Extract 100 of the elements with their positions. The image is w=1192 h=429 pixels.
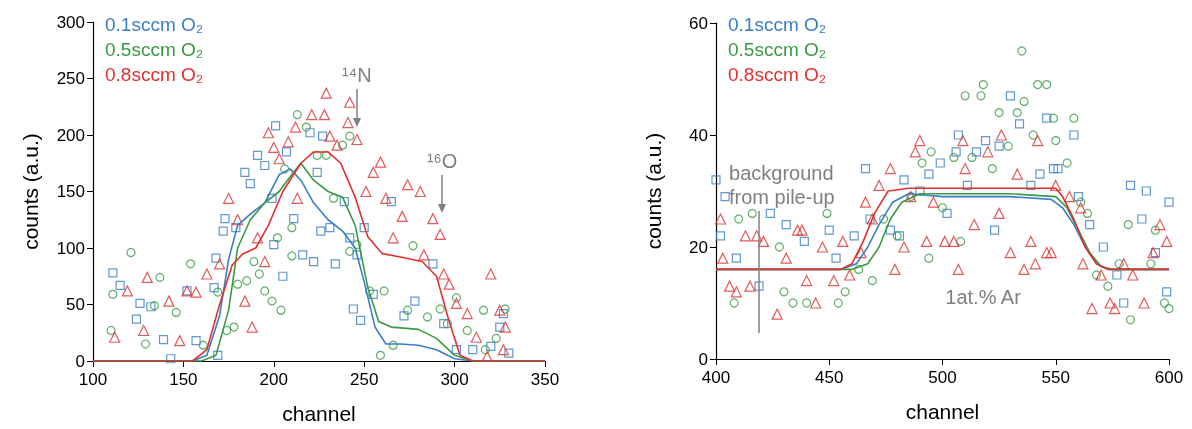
point: [779, 287, 789, 297]
point: [491, 333, 501, 343]
point: [252, 150, 263, 160]
point: [899, 175, 909, 185]
point: [403, 305, 413, 315]
point: [994, 108, 1004, 118]
point: [1164, 197, 1174, 207]
y-tick-label: 0: [75, 351, 85, 371]
point: [470, 331, 482, 343]
point: [259, 255, 271, 268]
point: [312, 167, 322, 177]
point: [367, 166, 379, 178]
point: [854, 264, 864, 274]
point: [121, 285, 133, 297]
point: [833, 298, 843, 308]
point: [734, 214, 744, 224]
point: [478, 305, 489, 315]
point: [1062, 158, 1072, 168]
point: [249, 256, 259, 267]
point: [186, 259, 196, 269]
text: 0.8sccm O₂: [105, 64, 204, 85]
point: [337, 140, 348, 150]
point: [831, 253, 841, 263]
point: [1123, 220, 1133, 230]
point: [443, 278, 455, 290]
point: [268, 141, 280, 154]
point: [158, 334, 169, 345]
point: [305, 128, 315, 138]
point: [1164, 304, 1174, 314]
y-tick-label: 300: [56, 12, 85, 32]
point: [273, 153, 285, 165]
point: [960, 91, 970, 101]
point: [213, 350, 223, 360]
x-tick-label: 350: [530, 370, 560, 389]
point: [108, 289, 118, 299]
point: [418, 249, 430, 261]
x-tick-label: 250: [350, 370, 379, 389]
point: [788, 298, 798, 308]
point: [254, 269, 264, 279]
point: [1146, 259, 1156, 269]
point: [953, 130, 963, 140]
point: [191, 336, 201, 346]
point: [994, 141, 1004, 151]
point: [163, 295, 175, 307]
point: [1035, 169, 1045, 179]
y-tick-label: 100: [56, 238, 85, 258]
point: [451, 293, 462, 303]
x-tick-label: 450: [815, 368, 844, 387]
point: [935, 158, 945, 168]
point: [865, 214, 875, 224]
text: 0.1sccm O₂: [105, 14, 204, 35]
point: [976, 91, 986, 101]
point: [352, 240, 362, 250]
point: [765, 208, 775, 218]
point: [1069, 130, 1079, 140]
point: [498, 308, 509, 319]
point: [1017, 46, 1027, 56]
point: [209, 282, 219, 293]
point: [849, 231, 859, 241]
point: [291, 192, 303, 204]
point: [747, 208, 757, 218]
point: [312, 150, 322, 160]
point: [352, 250, 362, 260]
point: [885, 225, 895, 235]
point: [345, 131, 355, 141]
point: [359, 223, 369, 233]
point: [269, 240, 279, 250]
point: [240, 167, 250, 177]
point: [729, 298, 739, 308]
y-tick-label: 50: [66, 295, 85, 314]
point: [434, 228, 446, 241]
point: [292, 110, 302, 120]
point: [149, 301, 160, 311]
point: [287, 251, 297, 261]
point: [140, 339, 151, 349]
point: [822, 208, 832, 218]
point: [971, 147, 982, 157]
point: [222, 325, 232, 336]
x-tick-label: 100: [78, 370, 108, 389]
point: [1114, 259, 1124, 269]
point: [1162, 287, 1172, 297]
point: [281, 147, 292, 157]
point: [867, 276, 877, 286]
point: [1125, 315, 1136, 325]
point: [401, 179, 414, 191]
point: [308, 256, 319, 267]
point: [990, 225, 1000, 235]
point: [213, 287, 223, 297]
point: [781, 220, 791, 230]
point: [1042, 113, 1052, 123]
point: [325, 223, 335, 233]
point: [339, 197, 349, 207]
point: [306, 109, 318, 121]
point: [246, 321, 258, 333]
point: [1073, 192, 1083, 202]
point: [774, 242, 785, 252]
point: [1014, 119, 1025, 129]
point: [345, 246, 355, 256]
point: [1098, 242, 1108, 252]
point: [715, 231, 726, 241]
